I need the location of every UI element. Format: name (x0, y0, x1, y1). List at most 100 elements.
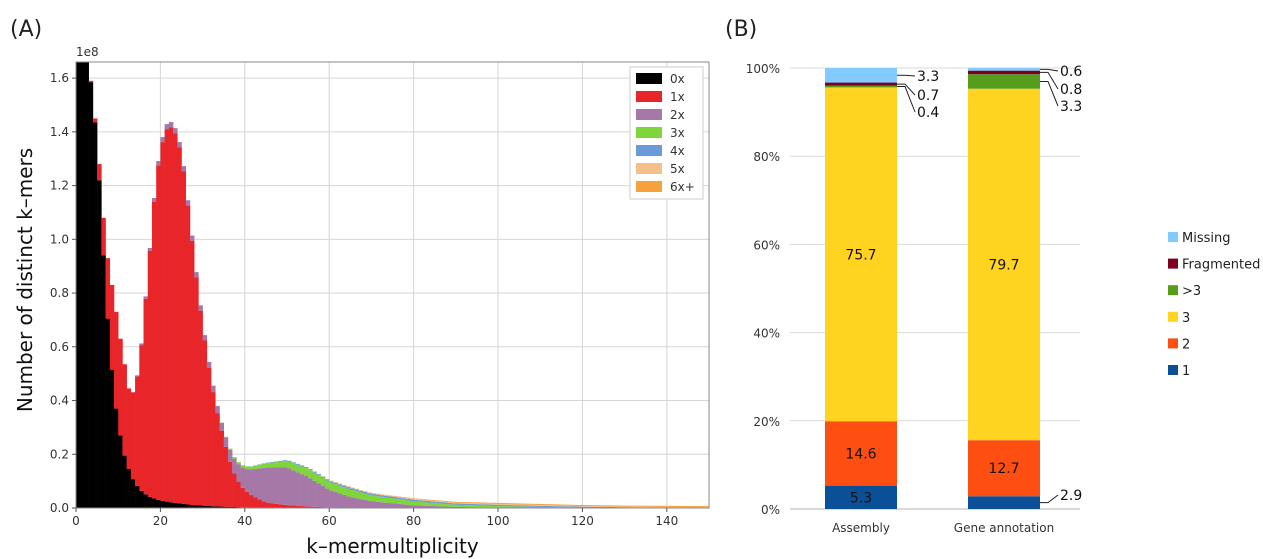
a-hist-bar-4x (573, 506, 579, 508)
a-hist-bar-3x (240, 465, 246, 468)
a-hist-bar-1x (109, 285, 115, 370)
a-hist-bar-1x (244, 491, 250, 508)
a-hist-bar-4x (438, 502, 444, 504)
a-hist-bar-1x (240, 487, 246, 508)
a-y-axis-title: Number of distinct k–mers (13, 148, 37, 412)
a-hist-bar-1x (185, 205, 191, 505)
busco-stacked-chart: 0% 20% 40% 60% 80% 100% Assembly Gene annotati… (746, 62, 1261, 535)
a-hist-bar-6x+ (687, 505, 693, 508)
a-hist-bar-5x (658, 506, 663, 508)
a-hist-bar-1x (287, 505, 292, 508)
a-hist-bar-2x (211, 385, 216, 393)
a-hist-bar-5x (354, 489, 360, 490)
a-hist-bar-6x+ (413, 498, 419, 500)
a-hist-bar-3x (375, 496, 381, 502)
a-hist-bar-6x+ (582, 505, 587, 507)
a-hist-bar-4x (346, 487, 351, 489)
b-y-tick-label: 60% (753, 238, 780, 252)
a-hist-bar-5x (649, 506, 655, 508)
a-hist-bar-2x (337, 493, 343, 508)
a-hist-bar-4x (274, 461, 279, 463)
a-hist-bar-0x (135, 485, 140, 508)
a-hist-bar-3x (413, 501, 419, 506)
a-hist-bar-5x (346, 486, 351, 488)
a-hist-bar-3x (358, 492, 364, 500)
a-hist-bar-4x (422, 500, 427, 503)
a-hist-bar-4x (548, 506, 554, 508)
a-hist-bar-3x (249, 466, 254, 470)
a-hist-bar-2x (227, 449, 233, 462)
a-hist-bar-2x (181, 166, 187, 172)
a-hist-bar-1x (122, 364, 127, 456)
a-hist-bar-4x (371, 494, 376, 496)
a-hist-bar-2x (400, 504, 406, 508)
a-hist-bar-6x+ (700, 506, 706, 508)
a-hist-bar-3x (438, 503, 444, 507)
a-hist-bar-3x (253, 465, 258, 469)
a-hist-bar-5x (527, 504, 533, 506)
a-hist-bar-3x (308, 470, 313, 479)
a-hist-bar-2x (308, 478, 313, 507)
a-hist-bar-3x (303, 468, 309, 477)
a-hist-bar-5x (535, 504, 541, 506)
a-hist-bar-2x (219, 422, 224, 431)
a-hist-bar-2x (147, 247, 153, 251)
a-hist-bar-3x (367, 494, 372, 501)
a-hist-bar-2x (194, 272, 199, 278)
a-hist-bar-4x (417, 500, 423, 502)
a-hist-bar-0x (80, 62, 85, 508)
a-hist-bar-3x (540, 506, 545, 508)
b-bar-segment-1 (968, 496, 1040, 509)
b-leader-line (1040, 80, 1059, 107)
a-hist-bar-4x (468, 503, 473, 506)
a-hist-bar-2x (324, 488, 330, 508)
a-hist-bar-6x+ (662, 505, 668, 507)
a-hist-bar-2x (384, 502, 389, 508)
a-hist-bar-1x (139, 345, 144, 491)
a-x-tick-label: 80 (406, 514, 421, 528)
a-hist-bar-6x+ (476, 502, 482, 504)
a-plot-frame (75, 61, 710, 509)
a-hist-bar-3x (312, 472, 317, 481)
a-hist-bar-4x (405, 498, 410, 501)
a-legend-label: 1x (670, 90, 685, 104)
a-hist-bar-6x+ (472, 502, 478, 504)
a-hist-bar-1x (147, 250, 153, 497)
b-legend-label: Fragmented (1182, 258, 1260, 273)
a-hist-bar-5x (565, 505, 571, 507)
b-legend-label: 2 (1182, 337, 1190, 352)
a-hist-bar-1x (168, 127, 174, 503)
a-hist-bar-1x (194, 277, 199, 506)
a-hist-bar-6x+ (438, 500, 444, 502)
a-hist-bar-2x (185, 200, 191, 206)
a-hist-bar-2x (151, 197, 157, 202)
a-hist-bar-6x+ (637, 505, 642, 507)
a-hist-bar-4x (337, 484, 343, 486)
a-y-tick-label: 0.6 (50, 340, 69, 354)
a-hist-bar-1x (270, 503, 275, 508)
a-hist-bar-2x (168, 122, 174, 128)
a-hist-bar-5x (514, 504, 520, 506)
a-hist-bar-0x (164, 501, 170, 508)
a-x-ticks: 0 20 40 60 80 100 120 140 (72, 508, 678, 528)
a-hist-bar-5x (498, 504, 503, 505)
a-hist-bar-5x (464, 502, 469, 504)
a-x-tick-label: 60 (322, 514, 337, 528)
b-side-label: 0.4 (917, 105, 939, 121)
a-hist-bar-4x (578, 506, 583, 508)
a-hist-bar-3x (291, 463, 296, 471)
a-hist-bar-1x (274, 503, 279, 508)
b-legend-swatch (1168, 338, 1178, 349)
b-bar-segment-Fragmented (825, 82, 897, 86)
a-hist-bar-2x (422, 505, 427, 508)
a-hist-bar-4x (443, 502, 448, 504)
a-hist-bar-5x (460, 502, 465, 504)
a-hist-bar-2x (206, 361, 212, 368)
a-hist-bar-2x (143, 296, 149, 299)
a-hist-bar-0x (143, 494, 149, 508)
b-bar-segment-Fragmented (968, 70, 1040, 75)
a-hist-bar-6x+ (540, 504, 545, 506)
a-hist-bar-4x (493, 504, 499, 507)
a-hist-bar-4x (599, 506, 604, 508)
